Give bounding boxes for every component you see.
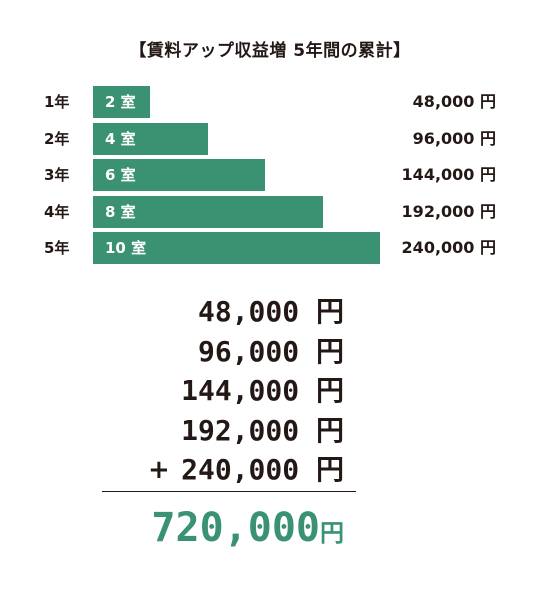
- bar-chart: 1年 2 室 48,000 円 2年 4 室 96,000 円 3年 6 室 144,000 円…: [44, 86, 496, 264]
- sum-line: 96,000 円: [197, 334, 344, 368]
- page-title: 【賃料アップ収益増 5年間の累計】: [129, 41, 411, 61]
- total-unit: 円: [320, 519, 344, 547]
- bar: 6 室: [93, 159, 266, 191]
- amount-label: 144,000 円: [401, 165, 496, 184]
- year-label: 2年: [44, 129, 70, 148]
- bar: 2 室: [93, 86, 151, 118]
- sum-line: 144,000 円: [181, 374, 344, 407]
- year-label: 1年: [44, 93, 70, 111]
- sum-line: 48,000 円: [197, 295, 344, 328]
- plus-sign: +: [148, 455, 170, 485]
- year-label: 4年: [44, 202, 70, 221]
- year-label: 3年: [44, 166, 70, 184]
- total-value: 720,000円: [151, 504, 344, 552]
- bar: 8 室: [93, 195, 323, 228]
- bar: 4 室: [93, 122, 208, 155]
- year-label: 5年: [44, 239, 70, 257]
- sum-divider: [102, 491, 356, 492]
- bar-room-label: 2 室: [105, 93, 136, 111]
- sum-line: 192,000 円: [181, 413, 344, 447]
- bar-room-label: 8 室: [105, 202, 136, 221]
- amount-label: 96,000 円: [412, 128, 496, 148]
- amount-label: 192,000 円: [401, 201, 496, 221]
- total-number: 720,000: [151, 505, 320, 551]
- amount-label: 240,000 円: [401, 238, 496, 257]
- bar-room-label: 6 室: [105, 166, 136, 184]
- bar: 10 室: [93, 232, 380, 264]
- sum-line: 240,000 円: [181, 453, 344, 486]
- bar-room-label: 10 室: [105, 239, 147, 257]
- amount-label: 48,000 円: [412, 92, 496, 111]
- bar-room-label: 4 室: [105, 129, 136, 148]
